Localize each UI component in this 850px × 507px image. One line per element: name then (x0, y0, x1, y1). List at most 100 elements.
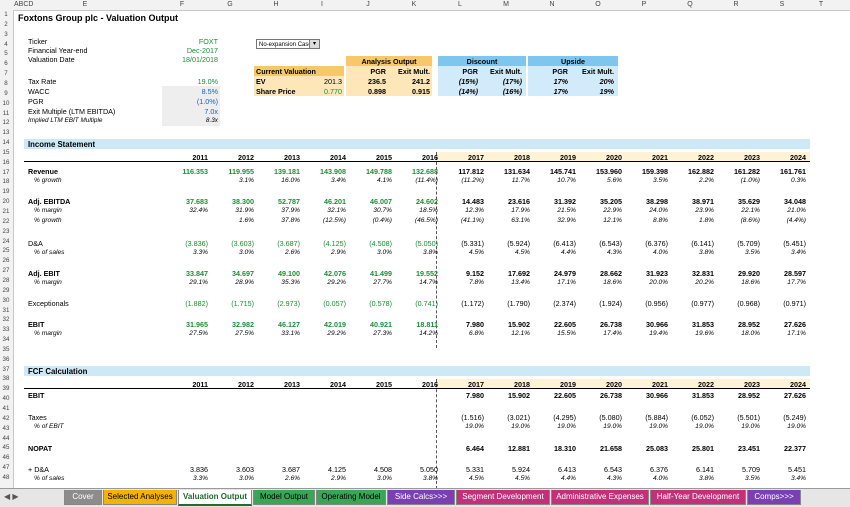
data-cell[interactable]: (2.973) (277, 299, 300, 308)
row-header[interactable]: 37 (2, 365, 10, 373)
row-header[interactable]: 44 (2, 434, 10, 442)
data-cell[interactable]: (1.0%) (740, 177, 760, 184)
sheet-tab[interactable]: Administrative Expenses (551, 490, 649, 505)
data-cell[interactable]: 30.966 (646, 320, 668, 329)
data-cell[interactable]: 27.3% (373, 330, 392, 337)
data-cell[interactable]: 19.0% (557, 423, 576, 430)
row-header[interactable]: 19 (2, 188, 10, 196)
data-cell[interactable]: 27.626 (784, 320, 806, 329)
data-cell[interactable]: 3.5% (652, 177, 668, 184)
data-cell[interactable]: 29.2% (327, 330, 346, 337)
row-header[interactable]: 28 (2, 276, 10, 284)
row-header[interactable]: 46 (2, 454, 10, 462)
data-cell[interactable]: 30.7% (373, 207, 392, 214)
data-cell[interactable]: 19.0% (695, 423, 714, 430)
row-header[interactable]: 39 (2, 385, 10, 393)
data-cell[interactable]: 18.6% (741, 279, 760, 286)
row-header[interactable]: 8 (4, 79, 8, 87)
data-cell[interactable]: 52.787 (278, 197, 300, 206)
row-header[interactable]: 24 (2, 237, 10, 245)
data-cell[interactable]: (2.374) (553, 299, 576, 308)
row-header[interactable]: 47 (2, 464, 10, 472)
data-cell[interactable]: 23.9% (695, 207, 714, 214)
row-header[interactable]: 17 (2, 168, 10, 176)
data-cell[interactable]: 6.8% (468, 330, 484, 337)
data-cell[interactable]: 38.971 (692, 197, 714, 206)
data-cell[interactable]: 4.4% (560, 475, 576, 482)
data-cell[interactable]: 18.811 (416, 320, 438, 329)
row-header[interactable]: 9 (4, 89, 8, 97)
data-cell[interactable]: 119.955 (228, 167, 254, 176)
data-cell[interactable]: 38.298 (646, 197, 668, 206)
column-header[interactable]: K (411, 1, 417, 8)
data-cell[interactable]: 6.376 (650, 465, 668, 474)
data-cell[interactable]: (11.4%) (415, 177, 438, 184)
data-cell[interactable]: 22.377 (784, 444, 806, 453)
data-cell[interactable]: 3.3% (192, 475, 208, 482)
sheet-tab[interactable]: Half-Year Development (650, 490, 746, 505)
data-cell[interactable]: 3.5% (744, 249, 760, 256)
column-header[interactable]: ABCD (14, 1, 34, 8)
data-cell[interactable]: 19.0% (603, 423, 622, 430)
column-header[interactable]: G (227, 1, 233, 8)
row-header[interactable]: 22 (2, 217, 10, 225)
data-cell[interactable]: 3.3% (192, 249, 208, 256)
data-cell[interactable]: (5.080) (599, 413, 622, 422)
column-header[interactable]: Q (687, 1, 693, 8)
column-header[interactable]: P (641, 1, 647, 8)
tab-scroll-arrows[interactable]: ◀ ▶ (4, 492, 19, 501)
data-cell[interactable]: 159.398 (642, 167, 668, 176)
data-cell[interactable]: (1.715) (231, 299, 254, 308)
data-cell[interactable]: (0.971) (783, 299, 806, 308)
data-cell[interactable]: (5.709) (737, 239, 760, 248)
data-cell[interactable]: 33.847 (186, 269, 208, 278)
data-cell[interactable]: (5.050) (415, 239, 438, 248)
data-cell[interactable]: (0.741) (415, 299, 438, 308)
data-cell[interactable]: (1.790) (507, 299, 530, 308)
row-header[interactable]: 40 (2, 395, 10, 403)
row-header[interactable]: 18 (2, 178, 10, 186)
share-price-value[interactable]: 0.770 (324, 87, 342, 96)
data-cell[interactable]: (5.501) (737, 413, 760, 422)
data-cell[interactable]: 3.8% (698, 475, 714, 482)
data-cell[interactable]: 4.5% (468, 475, 484, 482)
data-cell[interactable]: 2.9% (330, 475, 346, 482)
data-cell[interactable]: 21.0% (787, 207, 806, 214)
data-cell[interactable]: 5.331 (466, 465, 484, 474)
data-cell[interactable]: 14.2% (419, 330, 438, 337)
data-cell[interactable]: (1.882) (185, 299, 208, 308)
data-cell[interactable]: (0.4%) (372, 217, 392, 224)
data-cell[interactable]: 32.1% (327, 207, 346, 214)
data-cell[interactable]: 35.629 (738, 197, 760, 206)
row-header[interactable]: 10 (2, 99, 10, 107)
row-header[interactable]: 41 (2, 405, 10, 412)
data-cell[interactable]: 3.8% (422, 249, 438, 256)
data-cell[interactable]: 149.788 (366, 167, 392, 176)
data-cell[interactable]: 7.980 (466, 391, 484, 400)
row-header[interactable]: 36 (2, 355, 10, 363)
column-header[interactable]: O (595, 1, 601, 8)
row-header[interactable]: 5 (4, 50, 8, 58)
data-cell[interactable]: (0.956) (645, 299, 668, 308)
column-header[interactable]: F (179, 1, 185, 8)
data-cell[interactable]: 153.960 (596, 167, 622, 176)
data-cell[interactable]: 18.5% (419, 207, 438, 214)
data-cell[interactable]: 1.8% (698, 217, 714, 224)
data-cell[interactable]: (5.331) (461, 239, 484, 248)
row-header[interactable]: 21 (2, 208, 10, 215)
data-cell[interactable]: 24.979 (554, 269, 576, 278)
scenario-dropdown[interactable]: No-expansion Case ▾ (256, 39, 320, 49)
data-cell[interactable]: 131.634 (504, 167, 530, 176)
data-cell[interactable]: 34.048 (784, 197, 806, 206)
data-cell[interactable]: 19.0% (465, 423, 484, 430)
data-cell[interactable]: 3.603 (236, 465, 254, 474)
data-cell[interactable]: 18.310 (554, 444, 576, 453)
data-cell[interactable]: 31.392 (554, 197, 576, 206)
data-cell[interactable]: 23.451 (738, 444, 760, 453)
data-cell[interactable]: (6.141) (691, 239, 714, 248)
data-cell[interactable]: (5.451) (783, 239, 806, 248)
data-cell[interactable]: 31.853 (692, 391, 714, 400)
data-cell[interactable]: 116.353 (182, 167, 208, 176)
data-cell[interactable]: 17.692 (508, 269, 530, 278)
row-header[interactable]: 25 (2, 247, 10, 255)
